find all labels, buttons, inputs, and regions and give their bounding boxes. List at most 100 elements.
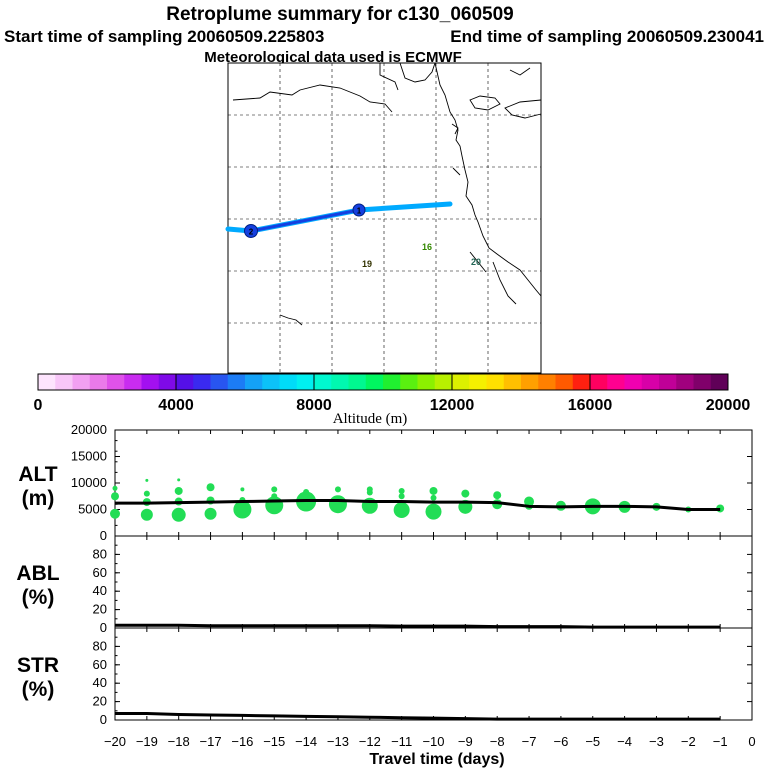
- x-axis-ticks: −20 −19 −18 −17 −16 −15 −14 −13 −12 −11 −10 −9 −8 −7−…: [104, 734, 756, 749]
- track-marker-1-label: 1: [357, 207, 362, 216]
- colorbar-cell: [469, 374, 487, 390]
- scatter-point: [143, 490, 150, 497]
- colorbar-cell: [89, 374, 108, 390]
- chart-title: Retroplume summary for c130_060509: [166, 4, 513, 25]
- colorbar-cell: [486, 374, 505, 390]
- x-tick-label: −14: [295, 734, 317, 749]
- x-tick-label: −2: [681, 734, 696, 749]
- series-line-abl: [115, 623, 721, 629]
- colorbar-cell: [227, 374, 246, 390]
- x-tick-label: −7: [522, 734, 537, 749]
- scatter-point: [265, 496, 284, 515]
- x-tick-label: −11: [391, 734, 412, 749]
- scatter-point: [145, 478, 149, 482]
- colorbar-cell: [521, 374, 539, 390]
- scatter-point: [177, 478, 181, 482]
- colorbar-cell: [590, 374, 608, 390]
- colorbar-cell: [141, 374, 160, 390]
- x-tick-label: −6: [553, 734, 568, 749]
- x-tick-label: −17: [200, 734, 222, 749]
- colorbar-cell: [607, 374, 625, 390]
- colorbar-cell: [245, 374, 263, 390]
- series-line-alt: [115, 498, 721, 511]
- colorbar-cell: [434, 374, 453, 390]
- scatter-point: [366, 489, 373, 496]
- colorbar: [37, 373, 729, 391]
- colorbar-cell: [452, 374, 470, 390]
- scatter-point: [398, 487, 405, 494]
- colorbar-cell: [659, 374, 677, 390]
- panel-ylabel: ALT: [18, 463, 57, 486]
- colorbar-cell: [417, 374, 436, 390]
- colorbar-cell: [296, 374, 315, 390]
- scatter-point: [328, 495, 347, 514]
- x-tick-label: −1: [713, 734, 728, 749]
- scatter-point: [493, 491, 502, 500]
- x-tick-label: −10: [422, 734, 444, 749]
- colorbar-cell: [193, 374, 211, 390]
- plume-track-inner: [249, 208, 361, 233]
- x-tick-label: −3: [649, 734, 664, 749]
- colorbar-cell: [365, 374, 384, 390]
- colorbar-cell: [676, 374, 694, 390]
- panel-str: 0 20 40 60 80 STR(%): [17, 627, 753, 727]
- end-time: End time of sampling 20060509.230041: [450, 27, 764, 46]
- y-tick-label: 0: [100, 712, 107, 727]
- panel-alt: 0 5000 10000 15000 20000 ALT(m): [18, 422, 753, 543]
- scatter-point: [461, 489, 470, 498]
- colorbar-cell: [107, 374, 125, 390]
- scatter-point: [171, 507, 186, 522]
- x-tick-label: −20: [104, 734, 126, 749]
- x-tick-label: −5: [585, 734, 600, 749]
- scatter-point: [398, 493, 405, 500]
- colorbar-tick-label: 0: [34, 397, 43, 414]
- y-tick-label: 0: [100, 620, 107, 635]
- panels: 05000100001500020000ALT(m)020406080ABL(%…: [16, 422, 753, 727]
- colorbar-cell: [55, 374, 73, 390]
- panel-yunit: (%): [22, 586, 55, 609]
- x-tick-label: 0: [748, 734, 755, 749]
- y-tick-label: 20: [93, 694, 107, 709]
- track-marker-2-label: 2: [249, 228, 254, 237]
- colorbar-cell: [348, 374, 367, 390]
- colorbar-frame: [37, 373, 729, 391]
- colorbar-tick-label: 16000: [568, 397, 613, 414]
- colorbar-cell: [503, 374, 522, 390]
- panel-frame: [114, 627, 753, 721]
- colorbar-cell: [314, 374, 332, 390]
- panel-yunit: (m): [22, 487, 55, 510]
- colorbar-cell: [262, 374, 280, 390]
- scatter-point: [233, 500, 252, 519]
- y-tick-label: 15000: [71, 449, 107, 464]
- scatter-point: [112, 485, 118, 491]
- scatter-point: [204, 507, 217, 520]
- panel-ylabel: ABL: [16, 562, 59, 585]
- y-tick-label: 60: [93, 565, 107, 580]
- y-tick-label: 60: [93, 657, 107, 672]
- y-tick-label: 80: [93, 546, 107, 561]
- colorbar-label: Altitude (m): [333, 411, 408, 427]
- colorbar-cell: [624, 374, 643, 390]
- y-tick-label: 0: [100, 528, 107, 543]
- panel-abl: 0 20 40 60 80 ABL(%): [16, 535, 753, 635]
- track-marker-1: [352, 203, 366, 217]
- colorbar-cell: [158, 374, 177, 390]
- x-axis-label: Travel time (days): [369, 751, 504, 768]
- colorbar-tick-label: 12000: [430, 397, 475, 414]
- colorbar-cell: [538, 374, 556, 390]
- x-tick-label: −16: [231, 734, 253, 749]
- scatter-point: [429, 486, 438, 495]
- scatter-point: [140, 508, 153, 521]
- colorbar-cell: [210, 374, 229, 390]
- colorbar-cell: [693, 374, 712, 390]
- scatter-point: [110, 508, 120, 519]
- x-tick-label: −18: [168, 734, 190, 749]
- colorbar-cell: [710, 374, 729, 390]
- colorbar-cell: [383, 374, 401, 390]
- day-label-19: 19: [362, 259, 372, 269]
- start-time: Start time of sampling 20060509.225803: [4, 27, 324, 46]
- scatter-point: [174, 486, 183, 495]
- scatter-point: [111, 492, 119, 501]
- colorbar-ticks: 0 4000 8000 12000 16000 20000: [34, 374, 750, 414]
